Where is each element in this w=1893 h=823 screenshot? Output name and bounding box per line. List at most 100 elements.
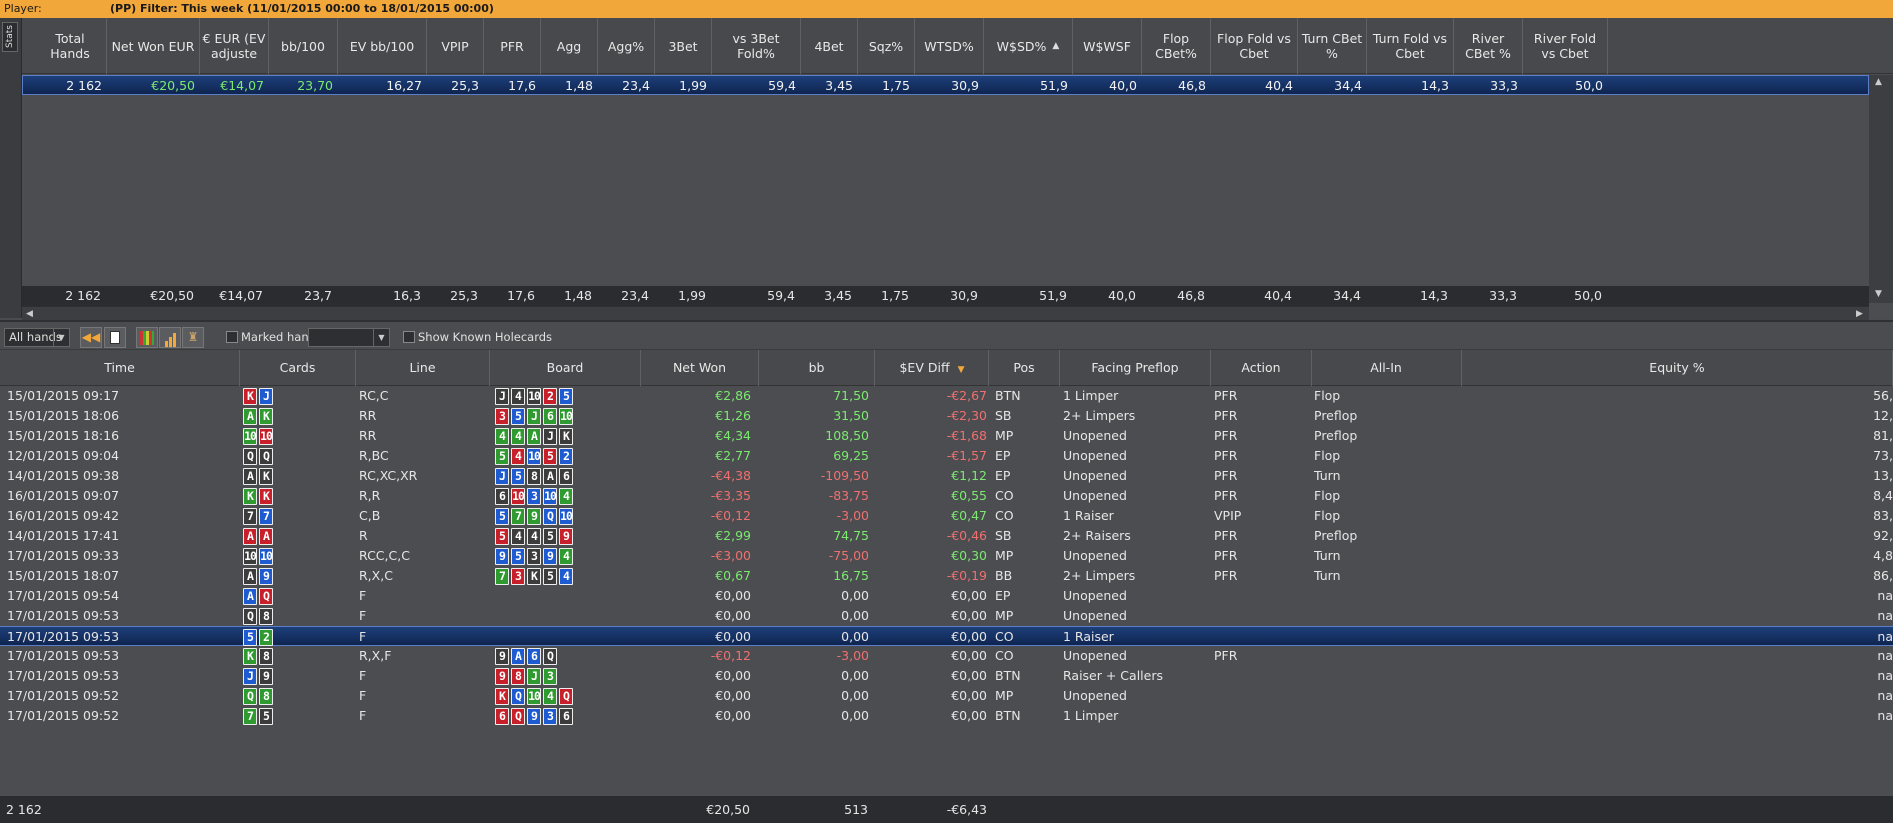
stats-col-header[interactable]: Sqz%	[858, 18, 915, 74]
hand-ev-diff: €0,00	[951, 648, 987, 663]
hand-row[interactable]: 15/01/2015 18:16 10 10 RR 4 4 A J K €4,34 108,50 -€…	[0, 426, 1893, 446]
stats-col-header[interactable]: Agg%	[598, 18, 655, 74]
stats-cell: 23,70	[297, 78, 333, 93]
stats-col-header[interactable]: Flop Fold vs Cbet	[1211, 18, 1298, 74]
stats-col-header[interactable]: Net Won EUR	[107, 18, 200, 74]
show-known-holecards-checkbox[interactable]	[403, 331, 415, 343]
hand-row[interactable]: 17/01/2015 09:53 K 8 R,X,F 9 A 6 Q -€0,12 -3,00 €0…	[0, 646, 1893, 666]
stats-tab-label[interactable]: Stats	[2, 22, 18, 52]
hand-position: EP	[995, 448, 1011, 463]
stats-col-header[interactable]: 3Bet	[655, 18, 712, 74]
hands-col-header[interactable]: Equity %	[1462, 350, 1893, 386]
scroll-left-icon[interactable]: ◀	[26, 309, 33, 319]
stats-col-header[interactable]: bb/100	[269, 18, 338, 74]
stats-col-header[interactable]: Agg	[541, 18, 598, 74]
hands-filter-value: All hands	[9, 330, 62, 344]
hand-time: 17/01/2015 09:54	[7, 588, 120, 603]
stats-col-header[interactable]: 4Bet	[801, 18, 858, 74]
stats-col-header[interactable]: Total Hands	[22, 18, 107, 74]
stats-col-header[interactable]: € EUR (EV adjuste	[200, 18, 269, 74]
hand-row[interactable]: 17/01/2015 09:52 Q 8 F K Q 10 4 Q €0,00 0,00 €0,00 M…	[0, 686, 1893, 706]
hand-ev-diff: -€2,30	[946, 408, 987, 423]
stats-col-header[interactable]: Flop CBet%	[1142, 18, 1211, 74]
hands-col-header[interactable]: Time	[0, 350, 240, 386]
stats-cell: 1,48	[565, 78, 593, 93]
range-grid-icon[interactable]	[136, 327, 158, 348]
stats-vertical-scrollbar[interactable]: ▲ ▼	[1869, 75, 1893, 303]
stats-col-header[interactable]: River Fold vs Cbet	[1523, 18, 1608, 74]
hands-filter-select[interactable]: All hands ▼	[4, 328, 70, 347]
hand-facing-preflop: 1 Raiser	[1063, 508, 1114, 523]
stats-col-header[interactable]: vs 3Bet Fold%	[712, 18, 801, 74]
hand-position: SB	[995, 408, 1012, 423]
stats-col-header[interactable]: W$SD% ▲	[984, 18, 1073, 74]
hand-row[interactable]: 17/01/2015 09:54 A Q F €0,00 0,00 €0,00 EP Unope…	[0, 586, 1893, 606]
hand-row[interactable]: 14/01/2015 17:41 A A R 5 4 4 5 9 €2,99 74,75 -€0,46…	[0, 526, 1893, 546]
replayer-cards-icon[interactable]	[104, 327, 126, 348]
hands-col-header[interactable]: Cards	[240, 350, 356, 386]
bar-chart-icon[interactable]	[159, 327, 181, 348]
hand-line: R,R	[359, 488, 381, 503]
stats-col-header[interactable]: PFR	[484, 18, 541, 74]
hand-row[interactable]: 15/01/2015 18:07 A 9 R,X,C 7 3 K 5 4 €0,67 16,75 -€…	[0, 566, 1893, 586]
hand-time: 16/01/2015 09:07	[7, 488, 120, 503]
hand-row[interactable]: 15/01/2015 09:17 K J RC,C J 4 10 2 5 €2,86 71,50 -€…	[0, 386, 1893, 406]
playing-card: K	[243, 387, 257, 405]
rewind-icon[interactable]: ◀◀	[80, 327, 102, 348]
hand-row[interactable]: 17/01/2015 09:33 10 10 RCC,C,C 9 5 3 9 4 -€3,00 -7…	[0, 546, 1893, 566]
hand-row[interactable]: 17/01/2015 09:53 J 9 F 9 8 J 3 €0,00 0,00 €0,00 BTN…	[0, 666, 1893, 686]
marked-hands-checkbox[interactable]	[226, 331, 238, 343]
stats-col-header[interactable]: VPIP	[427, 18, 484, 74]
filter-description[interactable]: Filter: This week (11/01/2015 00:00 to 1…	[140, 2, 494, 15]
scroll-right-icon[interactable]: ▶	[1856, 309, 1863, 319]
playing-card: 5	[543, 527, 557, 545]
playing-card: K	[527, 567, 541, 585]
trophy-icon[interactable]: ♜	[182, 327, 204, 348]
hand-all-in: Preflop	[1314, 528, 1358, 543]
hands-col-header[interactable]: Line	[356, 350, 490, 386]
hands-col-header[interactable]: All-In	[1311, 350, 1462, 386]
hands-col-header[interactable]: Net Won	[641, 350, 759, 386]
stats-col-header[interactable]: Turn CBet %	[1298, 18, 1367, 74]
hand-time: 15/01/2015 18:06	[7, 408, 120, 423]
hand-facing-preflop: 1 Limper	[1063, 708, 1119, 723]
stats-col-header[interactable]: W$WSF	[1073, 18, 1142, 74]
playing-card: 5	[495, 447, 509, 465]
stats-cell: 34,4	[1334, 78, 1362, 93]
chevron-down-icon[interactable]: ▼	[53, 329, 69, 346]
stats-horizontal-scrollbar[interactable]: ◀ ▶	[22, 306, 1869, 320]
hand-row[interactable]: 14/01/2015 09:38 A K RC,XC,XR J 5 8 A 6 -€4,38 -10…	[0, 466, 1893, 486]
hands-col-header[interactable]: Action	[1211, 350, 1312, 386]
playing-card: 9	[527, 707, 541, 725]
hand-row[interactable]: 17/01/2015 09:53 Q 8 F €0,00 0,00 €0,00 MP Unope…	[0, 606, 1893, 626]
board-cards: 5 7 9 Q 10	[495, 506, 573, 526]
hands-col-header[interactable]: Facing Preflop	[1060, 350, 1211, 386]
stats-col-header[interactable]: WTSD%	[915, 18, 984, 74]
hand-row[interactable]: 15/01/2015 18:06 A K RR 3 5 J 6 10 €1,26 31,50 -€2,…	[0, 406, 1893, 426]
hands-col-header[interactable]: Pos	[989, 350, 1060, 386]
marked-hands-label: Marked hands	[241, 330, 322, 344]
hand-all-in	[1314, 646, 1459, 666]
hands-col-header[interactable]: Board	[490, 350, 641, 386]
hand-row[interactable]: 16/01/2015 09:42 7 7 C,B 5 7 9 Q 10 -€0,12 -3,00 €0…	[0, 506, 1893, 526]
hand-row[interactable]: 17/01/2015 09:52 7 5 F 6 Q 9 3 6 €0,00 0,00 €0,00 BT…	[0, 706, 1893, 726]
chevron-down-icon[interactable]: ▼	[373, 329, 389, 346]
stats-col-header[interactable]: EV bb/100	[338, 18, 427, 74]
hands-col-header[interactable]: $EV Diff ▼	[876, 350, 989, 386]
hand-row[interactable]: 12/01/2015 09:04 Q Q R,BC 5 4 10 5 2 €2,77 69,25 -€…	[0, 446, 1893, 466]
stats-col-header[interactable]: River CBet %	[1454, 18, 1523, 74]
board-cards: J 4 10 2 5	[495, 386, 573, 406]
hand-bb: 0,00	[841, 588, 869, 603]
hands-col-header[interactable]: bb	[759, 350, 875, 386]
marked-hands-select[interactable]: ▼	[308, 328, 390, 347]
playing-card: 5	[559, 387, 573, 405]
scroll-up-icon[interactable]: ▲	[1875, 77, 1882, 87]
hand-line: RR	[359, 428, 377, 443]
stats-col-header[interactable]: Turn Fold vs Cbet	[1367, 18, 1454, 74]
scroll-down-icon[interactable]: ▼	[1875, 289, 1882, 299]
hand-row[interactable]: 17/01/2015 09:53 5 2 F €0,00 0,00 €0,00 CO 1 Rai…	[0, 626, 1893, 646]
hand-row[interactable]: 16/01/2015 09:07 K K R,R 6 10 3 10 4 -€3,35 -83,75…	[0, 486, 1893, 506]
stats-player-row[interactable]: 2 162 €20,50 €14,07 23,70 16,27 25,3 17,6 1,48 2…	[22, 75, 1869, 95]
